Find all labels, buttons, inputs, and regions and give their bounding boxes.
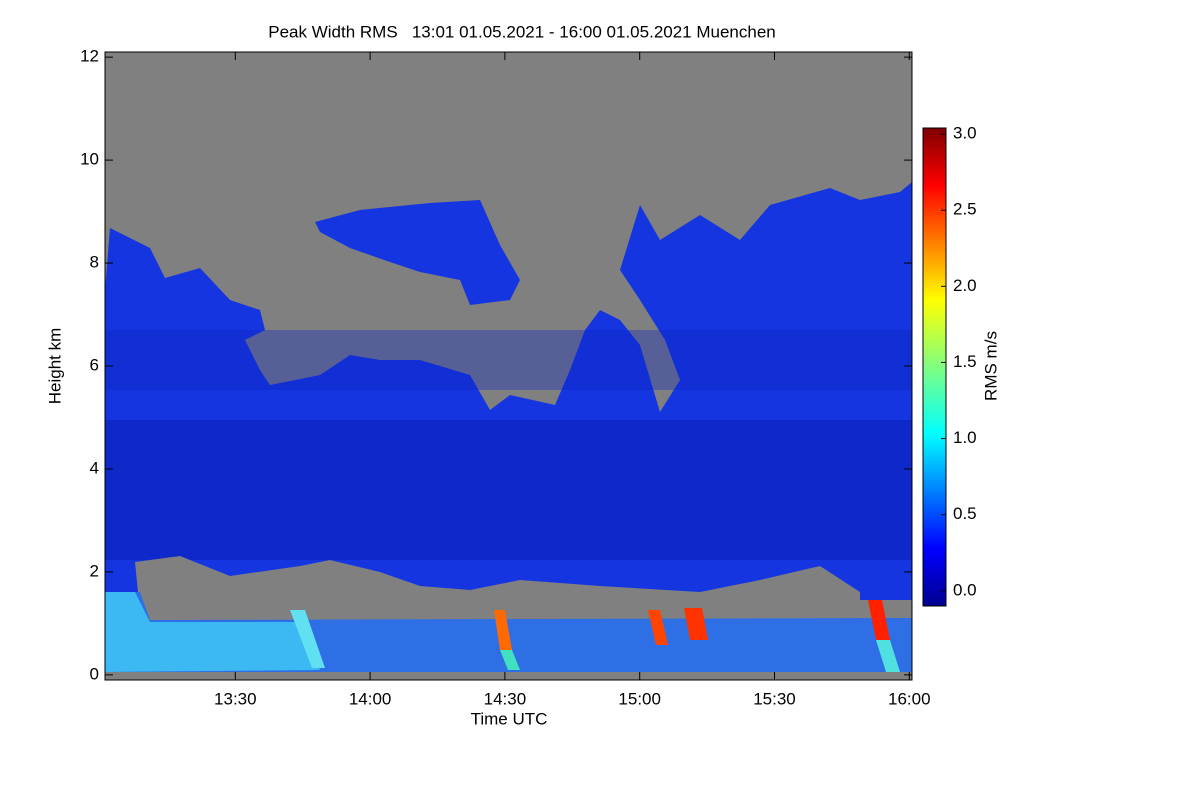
y-tick-label: 0 bbox=[90, 664, 99, 683]
colorbar bbox=[922, 127, 947, 607]
colorbar-tick-label: 0.0 bbox=[953, 580, 977, 599]
colorbar-tick-label: 1.5 bbox=[953, 352, 977, 371]
x-tick-label: 14:30 bbox=[484, 689, 527, 708]
y-tick-label: 6 bbox=[90, 355, 99, 374]
y-tick-label: 12 bbox=[80, 47, 99, 66]
colorbar-tick-label: 3.0 bbox=[953, 124, 977, 143]
y-tick-label: 4 bbox=[90, 458, 99, 477]
y-tick-label: 10 bbox=[80, 150, 99, 169]
x-axis-label: Time UTC bbox=[471, 709, 548, 728]
y-axis-label: Height km bbox=[45, 328, 64, 405]
x-tick-label: 14:00 bbox=[349, 689, 392, 708]
colorbar-tick-label: 0.5 bbox=[953, 504, 977, 523]
field bbox=[105, 52, 912, 680]
colorbar-tick-label: 2.5 bbox=[953, 200, 977, 219]
y-tick-label: 8 bbox=[90, 253, 99, 272]
colorbar-tick-label: 2.0 bbox=[953, 276, 977, 295]
colorbar-tick-label: 1.0 bbox=[953, 428, 977, 447]
x-tick-label: 13:30 bbox=[214, 689, 257, 708]
colorbar-label: RMS m/s bbox=[981, 331, 1000, 401]
x-tick-label: 16:00 bbox=[888, 689, 931, 708]
x-tick-label: 15:30 bbox=[753, 689, 796, 708]
x-tick-label: 15:00 bbox=[618, 689, 661, 708]
y-tick-label: 2 bbox=[90, 561, 99, 580]
chart-title: Peak Width RMS 13:01 01.05.2021 - 16:00 … bbox=[268, 22, 776, 41]
